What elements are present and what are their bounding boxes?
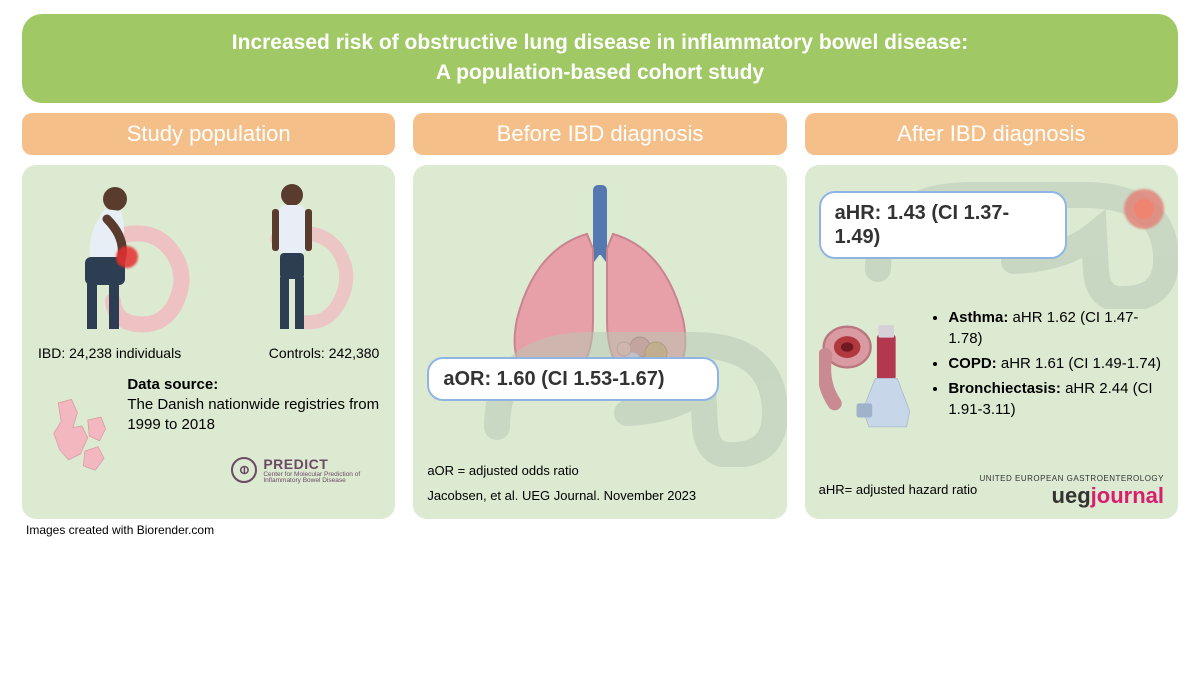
columns-container: Study population [0,113,1200,527]
predict-sub: Center for Molecular Prediction of Infla… [263,472,383,485]
column-after: After IBD diagnosis aHR: 1.43 (CI 1.37-1… [805,113,1178,519]
predict-logo: ⵀ PREDICT Center for Molecular Predictio… [231,456,383,485]
ahr-footnote: aHR= adjusted hazard ratio [819,482,978,497]
biorender-credit: Images created with Biorender.com [26,523,214,537]
outcome-bullets: Asthma: aHR 1.62 (CI 1.47-1.78) COPD: aH… [930,307,1164,424]
patient-figures [36,179,381,339]
citation-text: Jacobsen, et al. UEG Journal. November 2… [427,488,696,503]
ds-body: The Danish nationwide registries from 19… [127,396,379,433]
col-header-study: Study population [22,113,395,155]
title-line2: A population-based cohort study [52,58,1148,88]
ueg-logo-journal: journal [1091,483,1164,508]
col-header-after: After IBD diagnosis [805,113,1178,155]
aor-footnote: aOR = adjusted odds ratio [427,463,772,478]
inhaler-icon [819,301,921,451]
ueg-logo-ueg: ueg [1052,483,1091,508]
predict-logo-icon: ⵀ [231,457,257,483]
title-line1: Increased risk of obstructive lung disea… [52,28,1148,58]
data-source-row: Data source: The Danish nationwide regis… [36,375,381,505]
panel-study: IBD: 24,238 individuals Controls: 242,38… [22,165,395,519]
title-banner: Increased risk of obstructive lung disea… [22,14,1178,103]
panel-after: aHR: 1.43 (CI 1.37-1.49) Asthma: aHR [805,165,1178,519]
ueg-journal-logo: UNITED EUROPEAN GASTROENTEROLOGY uegjour… [980,474,1164,509]
bullet-copd: COPD: aHR 1.61 (CI 1.49-1.74) [948,353,1164,374]
column-before: Before IBD diagnosis [413,113,786,519]
bullet-bronchiectasis: Bronchiectasis: aHR 2.44 (CI 1.91-3.11) [948,378,1164,420]
aor-stat-bubble: aOR: 1.60 (CI 1.53-1.67) [427,357,718,401]
denmark-map-icon [36,375,117,505]
control-patient-icon [242,179,362,339]
data-source-text: Data source: The Danish nationwide regis… [127,375,381,436]
column-study: Study population [22,113,395,519]
ueg-logo-small: UNITED EUROPEAN GASTROENTEROLOGY [980,474,1164,483]
ibd-caption: IBD: 24,238 individuals [38,345,181,361]
bullet-asthma: Asthma: aHR 1.62 (CI 1.47-1.78) [948,307,1164,349]
ahr-stat-bubble: aHR: 1.43 (CI 1.37-1.49) [819,191,1068,259]
panel-before: aOR: 1.60 (CI 1.53-1.67) aOR = adjusted … [413,165,786,519]
col-header-before: Before IBD diagnosis [413,113,786,155]
caption-row: IBD: 24,238 individuals Controls: 242,38… [38,345,379,361]
ibd-patient-icon [55,179,205,339]
controls-caption: Controls: 242,380 [269,345,380,361]
citation: Jacobsen, et al. UEG Journal. November 2… [427,488,772,505]
predict-name: PREDICT [263,456,383,472]
ds-label: Data source: [127,376,218,393]
